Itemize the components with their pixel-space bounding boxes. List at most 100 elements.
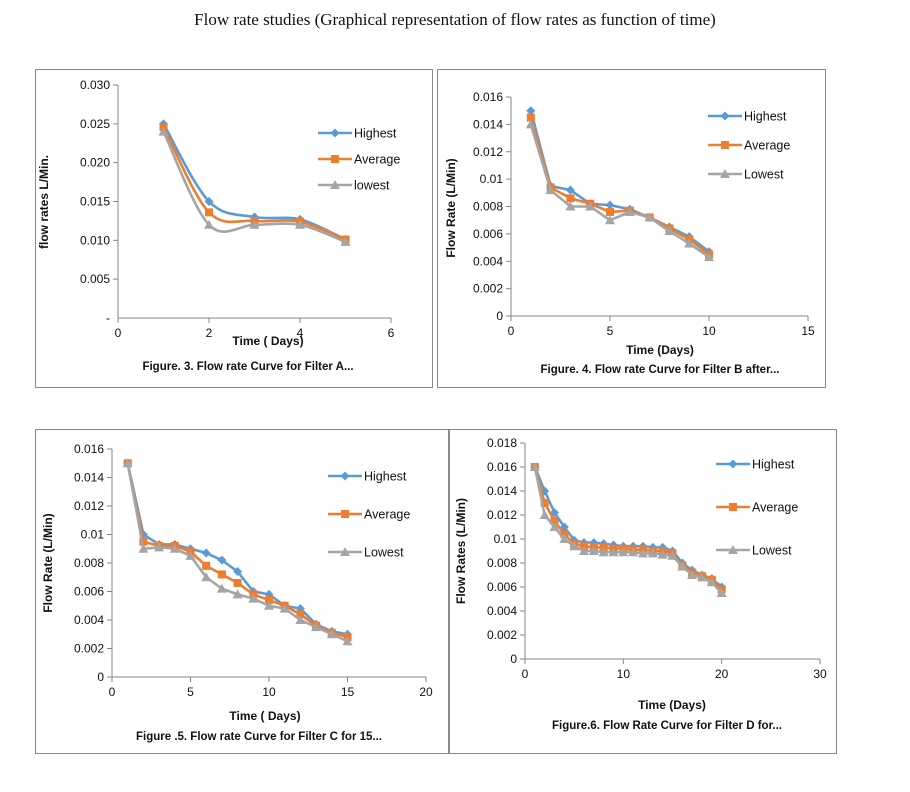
- legend-label: Highest: [744, 110, 787, 124]
- data-point-lowest: [667, 550, 678, 560]
- data-point-highest: [565, 185, 575, 195]
- data-point-lowest: [216, 583, 227, 593]
- data-point-lowest: [529, 462, 540, 471]
- y-tick-label: 0.006: [473, 227, 503, 241]
- y-tick-label: 0.004: [74, 613, 104, 627]
- y-tick-label: 0.014: [473, 117, 503, 131]
- y-tick-label: 0.006: [74, 585, 104, 599]
- legend-item-lowest: Lowest: [708, 168, 784, 182]
- data-point-lowest: [588, 546, 599, 555]
- data-point-lowest: [644, 212, 655, 222]
- data-point-highest: [217, 555, 227, 565]
- data-point-lowest: [545, 185, 556, 195]
- data-point-average: [233, 578, 242, 587]
- y-tick-label: 0.012: [74, 499, 104, 513]
- y-tick-label: 0: [496, 309, 503, 323]
- legend-label: Lowest: [744, 168, 784, 182]
- y-tick-label: 0.016: [473, 90, 503, 104]
- y-tick-label: 0.016: [487, 460, 517, 474]
- y-tick-label: 0.006: [487, 580, 517, 594]
- x-tick-label: 30: [813, 667, 827, 681]
- data-point-lowest: [706, 577, 717, 587]
- legend-swatch-marker: [720, 111, 730, 121]
- data-point-highest: [138, 530, 148, 539]
- y-tick-label: 0.004: [487, 604, 517, 618]
- data-point-lowest: [579, 546, 589, 555]
- y-tick-label: 0.015: [80, 195, 110, 209]
- data-point-lowest: [598, 547, 609, 557]
- data-point-highest: [605, 200, 615, 210]
- legend-label: Average: [354, 153, 400, 167]
- x-tick-label: 5: [607, 324, 614, 338]
- x-tick-label: 0: [109, 685, 116, 699]
- data-point-lowest: [185, 550, 196, 560]
- data-point-lowest: [704, 252, 714, 262]
- legend-item-average: Average: [708, 139, 790, 153]
- legend-swatch-marker: [330, 128, 340, 138]
- data-point-lowest: [664, 226, 675, 236]
- chart-filter-a: - 0.005 0.010 0.015 0.020 0.025 0.030 0 2 4 6 Time …: [37, 78, 400, 373]
- data-point-lowest: [158, 126, 169, 136]
- data-point-lowest: [232, 589, 243, 599]
- data-point-lowest: [204, 219, 214, 229]
- y-tick-label: 0.002: [74, 642, 104, 656]
- legend-item-highest: Highest: [708, 110, 787, 124]
- chart-panel-filter-d: 0 0.002 0.004 0.006 0.008 0.01 0.012 0.014 0.016…: [449, 429, 837, 754]
- data-point-lowest: [342, 636, 353, 646]
- legend-item-average: Average: [328, 508, 410, 522]
- data-point-average: [526, 113, 535, 122]
- data-point-lowest: [565, 201, 576, 211]
- data-point-average: [265, 596, 273, 605]
- data-point-average: [296, 610, 305, 619]
- data-point-lowest: [248, 593, 259, 603]
- page-title: Flow rate studies (Graphical representat…: [194, 10, 716, 29]
- legend-label: Lowest: [752, 544, 792, 558]
- data-point-average: [202, 561, 211, 570]
- data-point-lowest: [684, 238, 695, 248]
- data-point-lowest: [264, 600, 274, 610]
- x-tick-label: 4: [297, 326, 304, 340]
- figure-caption: Figure.6. Flow Rate Curve for Filter D f…: [552, 720, 782, 732]
- data-point-lowest: [677, 561, 688, 571]
- y-tick-label: 0.030: [80, 78, 110, 92]
- data-point-lowest: [279, 603, 290, 613]
- data-point-lowest: [628, 547, 639, 557]
- y-tick-label: 0.008: [487, 556, 517, 570]
- legend-item-lowest: lowest: [318, 179, 390, 193]
- x-tick-label: 0: [508, 324, 515, 338]
- y-tick-label: 0.008: [473, 200, 503, 214]
- data-point-highest: [233, 567, 243, 577]
- legend-swatch-marker: [729, 503, 737, 511]
- y-tick-label: 0: [97, 670, 104, 684]
- legend-item-lowest: Lowest: [328, 546, 404, 560]
- y-tick-label: 0.025: [80, 117, 110, 131]
- data-point-lowest: [549, 522, 560, 531]
- legend-label: Average: [364, 508, 410, 522]
- legend-swatch-marker: [340, 471, 350, 481]
- data-point-lowest: [326, 629, 337, 639]
- data-point-lowest: [716, 588, 727, 597]
- y-tick-label: 0.005: [80, 272, 110, 286]
- figure-caption: Figure. 4. Flow rate Curve for Filter B …: [541, 364, 780, 376]
- series-highest: [526, 106, 714, 257]
- data-point-lowest: [311, 622, 322, 632]
- data-point-highest: [201, 548, 211, 558]
- data-point-lowest: [249, 219, 260, 229]
- data-point-average: [540, 499, 549, 507]
- legend-label: Highest: [364, 470, 407, 484]
- chart-panel-filter-c: 0 0.002 0.004 0.006 0.008 0.01 0.012 0.014 0.016…: [35, 429, 449, 754]
- data-point-lowest: [638, 548, 648, 558]
- data-point-highest: [526, 106, 536, 116]
- y-tick-label: 0.002: [473, 282, 503, 296]
- data-point-average: [606, 207, 614, 216]
- y-tick-label: -: [106, 311, 110, 325]
- data-point-lowest: [169, 543, 180, 553]
- data-point-lowest: [539, 510, 550, 519]
- chart-panel-filter-a: - 0.005 0.010 0.015 0.020 0.025 0.030 0 2 4 6 Time …: [35, 69, 433, 388]
- legend-item-average: Average: [716, 501, 798, 515]
- y-tick-label: 0.012: [473, 145, 503, 159]
- legend-item-highest: Highest: [716, 458, 795, 472]
- data-point-lowest: [687, 570, 698, 579]
- series-line-average: [529, 117, 710, 256]
- x-tick-label: 5: [187, 685, 194, 699]
